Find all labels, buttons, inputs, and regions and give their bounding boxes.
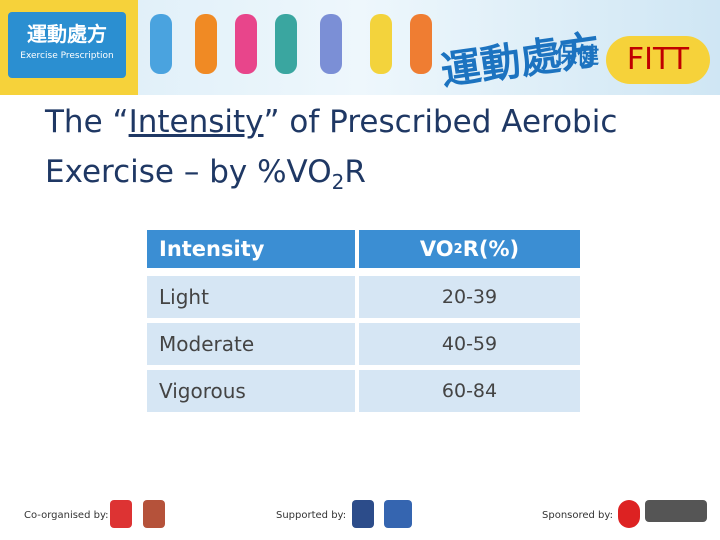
figure <box>370 14 392 74</box>
figure <box>320 14 342 74</box>
header-text: VO <box>419 237 454 261</box>
logo-icon <box>645 500 707 522</box>
logo: 運動處方 Exercise Prescription <box>0 0 138 95</box>
title-text: ” of Prescribed Aerobic <box>263 104 618 140</box>
table-cell: 60-84 <box>359 370 580 412</box>
logo-subtitle: Exercise Prescription <box>20 51 114 61</box>
footer-label: Sponsored by: <box>542 510 613 521</box>
header-row: Intensity VO 2 R(%) <box>147 230 580 268</box>
header-text: R(%) <box>462 237 520 261</box>
title-subscript: 2 <box>331 170 345 195</box>
figure <box>275 14 297 74</box>
fitt-badge: FITT <box>606 36 710 84</box>
title-text: Exercise – by %VO <box>45 154 332 190</box>
header-cell: Intensity <box>147 230 355 268</box>
table-cell: Light <box>147 276 355 318</box>
footer-label: Supported by: <box>276 510 347 521</box>
table-row: Vigorous 60-84 <box>147 370 580 412</box>
table-row: Light 20-39 <box>147 276 580 318</box>
footer-label: Co-organised by: <box>24 510 109 521</box>
title-underlined: Intensity <box>128 104 264 140</box>
table-cell: 20-39 <box>359 276 580 318</box>
banner: 運動處方 Exercise Prescription 運動處方 保健 FITT <box>0 0 720 95</box>
banner-tag: 保健 <box>555 44 600 69</box>
table-cell: Vigorous <box>147 370 355 412</box>
figure <box>195 14 217 74</box>
header-subscript: 2 <box>453 241 463 257</box>
figure <box>150 14 172 74</box>
table-cell: 40-59 <box>359 323 580 365</box>
figure <box>410 14 432 74</box>
logo-icon <box>618 500 640 528</box>
header-cell: VO 2 R(%) <box>359 230 580 268</box>
title-text: The “ <box>45 104 129 140</box>
logo-icon <box>384 500 412 528</box>
title-text: R <box>344 154 366 190</box>
logo-box: 運動處方 Exercise Prescription <box>8 12 126 78</box>
table-cell: Moderate <box>147 323 355 365</box>
table: Intensity VO 2 R(%) Light 20-39 Moderate 40-59 V… <box>147 230 580 417</box>
logo-icon <box>143 500 165 528</box>
logo-icon <box>352 500 374 528</box>
table-row: Moderate 40-59 <box>147 323 580 365</box>
figure <box>235 14 257 74</box>
logo-title: 運動處方 <box>27 22 107 46</box>
logo-icon <box>110 500 132 528</box>
header-text: Intensity <box>159 237 265 261</box>
slide-title: The “Intensity” of Prescribed Aerobic Ex… <box>45 97 617 207</box>
